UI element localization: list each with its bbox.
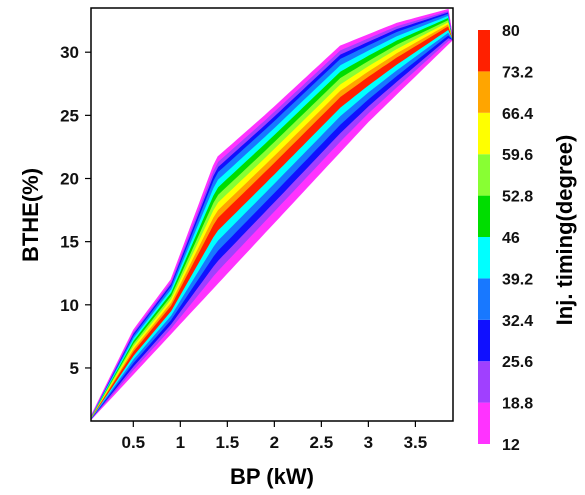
colorbar: 12 18.8 25.6 32.4 39.2 46 52.8 59.6 66.4 73.2 80 <box>478 23 533 454</box>
colorbar-segment <box>478 237 490 279</box>
colorbar-segment <box>478 30 490 72</box>
colorbar-segment <box>478 361 490 403</box>
colorbar-tick-label: 52.8 <box>502 189 533 206</box>
x-tick-label: 1.5 <box>216 433 240 452</box>
contour-fill-group <box>91 8 453 421</box>
x-axis: 0.5 1 1.5 2 2.5 3 3.5 <box>121 421 427 452</box>
y-tick-label: 15 <box>60 233 79 252</box>
y-tick-label: 20 <box>60 170 79 189</box>
colorbar-label: Inj. timing(degree) <box>552 135 577 326</box>
colorbar-tick-label: 39.2 <box>502 271 533 288</box>
x-tick-label: 2.5 <box>310 433 334 452</box>
colorbar-segment <box>478 112 490 155</box>
y-axis: 5 10 15 20 25 30 <box>60 43 91 378</box>
colorbar-segment <box>478 154 490 196</box>
colorbar-segment <box>478 402 490 444</box>
y-tick-label: 30 <box>60 43 79 62</box>
contour-band <box>91 8 453 417</box>
y-tick-label: 10 <box>60 296 79 315</box>
plot-frame <box>90 7 454 422</box>
colorbar-tick-label: 25.6 <box>502 354 533 371</box>
colorbar-segment <box>478 278 490 320</box>
x-tick-label: 3.5 <box>404 433 428 452</box>
x-axis-label: BP (kW) <box>230 464 314 489</box>
y-tick-label: 5 <box>70 359 79 378</box>
x-tick-label: 1 <box>176 433 185 452</box>
x-tick-label: 0.5 <box>121 433 145 452</box>
colorbar-tick-label: 59.6 <box>502 147 533 164</box>
colorbar-tick-label: 18.8 <box>502 396 533 413</box>
x-tick-label: 3 <box>364 433 373 452</box>
colorbar-segment <box>478 195 490 237</box>
y-tick-label: 25 <box>60 106 79 125</box>
colorbar-tick-label: 12 <box>502 437 520 454</box>
colorbar-tick-label: 80 <box>502 23 520 40</box>
colorbar-tick-label: 32.4 <box>502 313 533 330</box>
colorbar-tick-label: 46 <box>502 230 520 247</box>
x-tick-label: 2 <box>270 433 279 452</box>
colorbar-segment <box>478 319 490 362</box>
colorbar-segment <box>478 71 490 113</box>
colorbar-tick-label: 73.2 <box>502 64 533 81</box>
y-axis-label: BTHE(%) <box>18 168 43 262</box>
colorbar-tick-label: 66.4 <box>502 106 533 123</box>
